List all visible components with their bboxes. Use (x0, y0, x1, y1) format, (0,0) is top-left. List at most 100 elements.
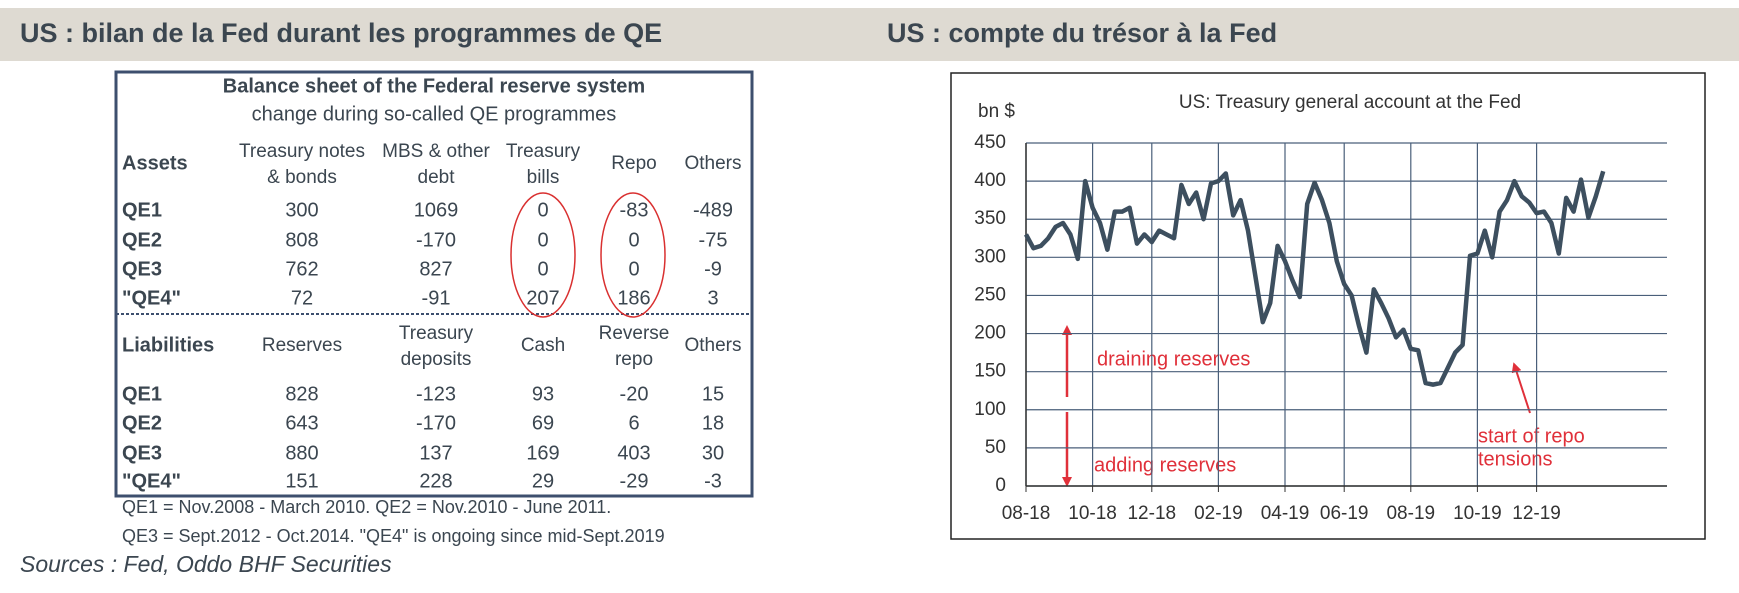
table-title: Balance sheet of the Federal reserve sys… (223, 75, 645, 97)
cell: 828 (285, 383, 318, 405)
row-label: QE2 (122, 229, 162, 251)
cell: -9 (704, 258, 722, 280)
left-heading: US : bilan de la Fed durant les programm… (20, 18, 662, 48)
x-tick-label: 02-19 (1194, 503, 1243, 524)
column-header: Others (684, 153, 741, 174)
cell: 762 (285, 258, 318, 280)
source: Sources : Fed, Oddo BHF Securities (20, 551, 392, 577)
column-header: Treasury (506, 141, 581, 162)
cell: 137 (419, 442, 452, 464)
cell: -170 (416, 412, 456, 434)
section-label: Liabilities (122, 334, 214, 356)
row-label: "QE4" (122, 470, 181, 492)
cell: 0 (537, 258, 548, 280)
y-tick-label: 200 (974, 323, 1006, 344)
column-header: debt (418, 167, 456, 188)
cell: 300 (285, 199, 318, 221)
column-header: Cash (521, 335, 565, 356)
x-tick-label: 10-19 (1453, 503, 1502, 524)
cell: 169 (526, 442, 559, 464)
cell: 186 (617, 287, 650, 309)
column-header: Treasury notes (239, 141, 365, 162)
cell: 93 (532, 383, 554, 405)
note: QE1 = Nov.2008 - March 2010. QE2 = Nov.2… (122, 497, 611, 517)
cell: 0 (628, 258, 639, 280)
cell: -83 (620, 199, 649, 221)
cell: 1069 (414, 199, 459, 221)
row-label: QE3 (122, 258, 162, 280)
column-header: & bonds (267, 167, 337, 188)
series-line (1024, 170, 1606, 387)
cell: -170 (416, 229, 456, 251)
column-header: MBS & other (382, 141, 490, 162)
table-frame (114, 70, 754, 498)
cell: 72 (291, 287, 313, 309)
row-label: QE1 (122, 383, 162, 405)
cell: 228 (419, 470, 452, 492)
section-label: Assets (122, 152, 188, 174)
cell: 0 (537, 199, 548, 221)
y-tick-label: 450 (974, 132, 1006, 153)
cell: -75 (699, 229, 728, 251)
cell: 3 (707, 287, 718, 309)
y-tick-label: 400 (974, 170, 1006, 191)
y-tick-label: 100 (974, 399, 1006, 420)
row-label: "QE4" (122, 287, 181, 309)
cell: 880 (285, 442, 318, 464)
cell: 827 (419, 258, 452, 280)
highlight (510, 192, 576, 318)
y-tick-label: 300 (974, 246, 1006, 267)
table-subtitle: change during so-called QE programmes (252, 103, 617, 125)
cell: 808 (285, 229, 318, 251)
cell: -29 (620, 470, 649, 492)
arrow (1511, 362, 1531, 414)
x-tick-label: 10-18 (1068, 503, 1117, 524)
chart-title: US: Treasury general account at the Fed (1179, 92, 1521, 113)
highlight (600, 192, 666, 318)
y-tick-label: 250 (974, 284, 1006, 305)
x-tick-label: 04-19 (1261, 503, 1310, 524)
cell: 69 (532, 412, 554, 434)
cell: -123 (416, 383, 456, 405)
cell: -91 (422, 287, 451, 309)
cell: 643 (285, 412, 318, 434)
x-tick-label: 12-19 (1512, 503, 1561, 524)
cell: 151 (285, 470, 318, 492)
cell: -489 (693, 199, 733, 221)
chart-frame (950, 72, 1706, 540)
column-header: Repo (611, 153, 656, 174)
cell: 207 (526, 287, 559, 309)
y-tick-label: 50 (985, 437, 1006, 458)
cell: 0 (537, 229, 548, 251)
x-tick-label: 06-19 (1320, 503, 1369, 524)
column-header: Reverse (599, 323, 670, 344)
row-label: QE2 (122, 412, 162, 434)
cell: 18 (702, 412, 724, 434)
cell: 0 (628, 229, 639, 251)
cell: 403 (617, 442, 650, 464)
y-axis-label: bn $ (978, 101, 1015, 122)
annotation: start of repo (1478, 425, 1585, 447)
x-tick-label: 08-18 (1002, 503, 1051, 524)
row-label: QE3 (122, 442, 162, 464)
cell: 6 (628, 412, 639, 434)
column-header: repo (615, 349, 653, 370)
cell: 30 (702, 442, 724, 464)
cell: -3 (704, 470, 722, 492)
annotation: tensions (1478, 448, 1553, 470)
annotation: draining reserves (1097, 348, 1250, 370)
annotation: adding reserves (1094, 454, 1236, 476)
right-heading: US : compte du trésor à la Fed (887, 18, 1277, 48)
cell: 29 (532, 470, 554, 492)
row-label: QE1 (122, 199, 162, 221)
y-tick-label: 150 (974, 361, 1006, 382)
x-tick-label: 12-18 (1127, 503, 1176, 524)
header-bar (0, 8, 1739, 61)
column-header: Reserves (262, 335, 342, 356)
column-header: deposits (401, 349, 472, 370)
column-header: Treasury (399, 323, 474, 344)
note: QE3 = Sept.2012 - Oct.2014. "QE4" is ong… (122, 526, 665, 546)
y-tick-label: 350 (974, 208, 1006, 229)
x-tick-label: 08-19 (1386, 503, 1435, 524)
